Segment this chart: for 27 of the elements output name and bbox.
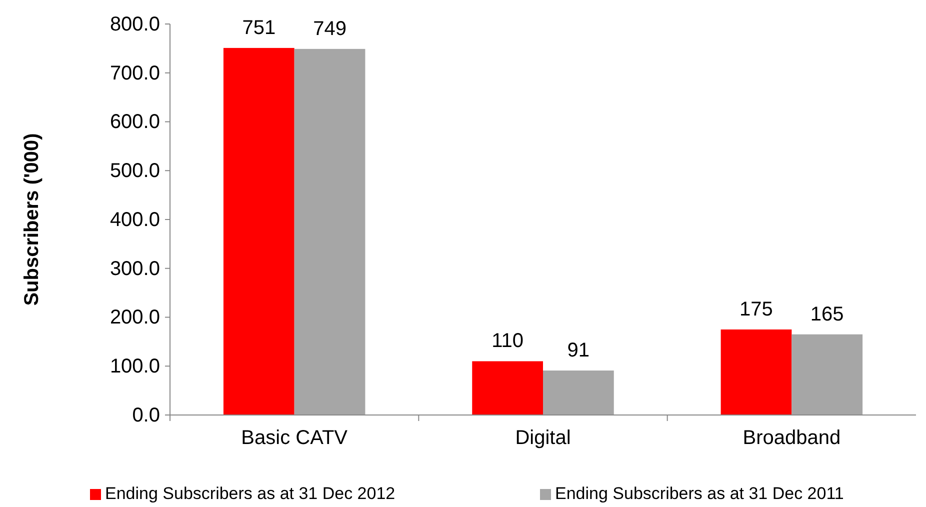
y-tick-label: 300.0	[110, 258, 160, 280]
bar	[294, 48, 366, 415]
y-tick-label: 0.0	[132, 404, 160, 426]
data-label: 751	[242, 16, 276, 39]
y-tick-label: 600.0	[110, 111, 160, 134]
y-axis-title: Subscribers ('000)	[21, 133, 43, 306]
legend-label: Ending Subscribers as at 31 Dec 2011	[555, 484, 844, 503]
data-label: 165	[810, 303, 844, 326]
y-tick-label: 500.0	[110, 160, 160, 182]
bar	[472, 361, 543, 415]
data-label: 175	[740, 298, 773, 320]
legend-label: Ending Subscribers as at 31 Dec 2012	[105, 484, 396, 503]
y-tick-label: 400.0	[110, 208, 160, 231]
bar	[543, 370, 614, 415]
bar	[792, 334, 863, 415]
y-tick-label: 100.0	[110, 356, 160, 378]
data-label: 91	[567, 340, 590, 362]
data-label: 110	[492, 330, 524, 352]
bar	[720, 329, 792, 415]
x-tick-label: Basic CATV	[241, 427, 348, 449]
x-tick-label: Broadband	[742, 427, 841, 449]
x-tick-label: Digital	[515, 427, 571, 449]
y-tick-label: 200.0	[110, 306, 160, 329]
data-label: 749	[313, 18, 346, 40]
bar	[223, 48, 294, 415]
y-tick-label: 700.0	[110, 62, 160, 84]
y-tick-label: 800.0	[110, 13, 160, 36]
